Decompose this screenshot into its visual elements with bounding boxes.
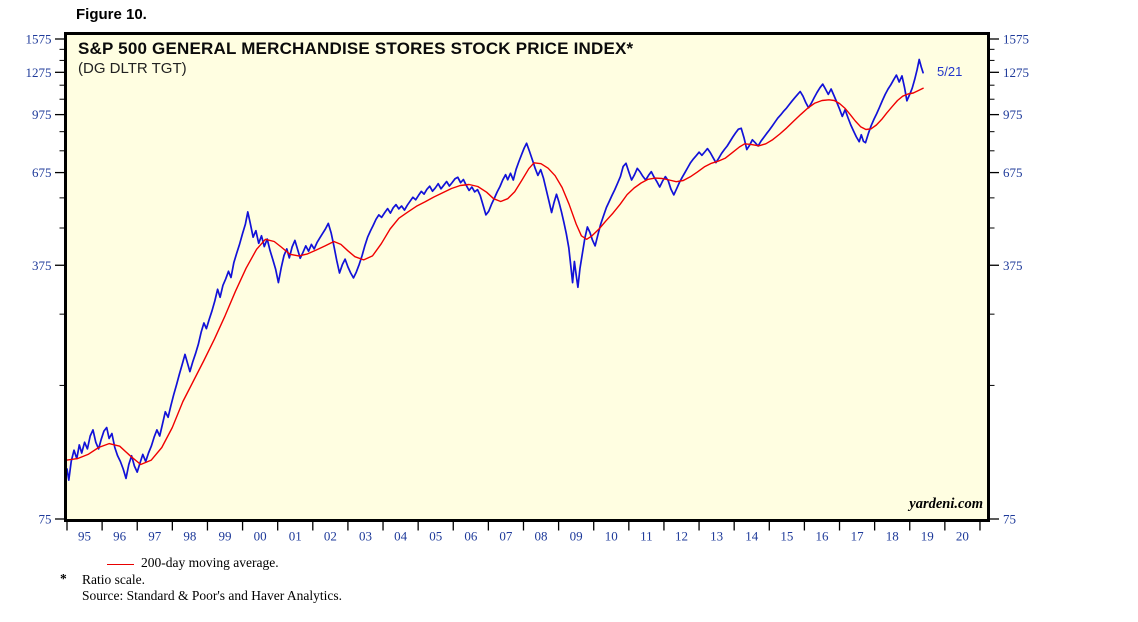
footnote-ratio-scale: Ratio scale. <box>82 572 145 587</box>
x-axis-year-label: 09 <box>570 529 583 544</box>
x-axis-year-label: 95 <box>78 529 91 544</box>
latest-date-label: 5/21 <box>937 64 963 79</box>
chart-subtitle: (DG DLTR TGT) <box>78 60 187 77</box>
x-axis-year-label: 14 <box>745 529 759 544</box>
x-axis-year-label: 05 <box>429 529 442 544</box>
y-axis-label-right: 975 <box>1003 107 1023 122</box>
price-line <box>67 58 924 481</box>
footnote-asterisk: * <box>60 571 67 586</box>
ma-legend-line-swatch <box>107 564 134 565</box>
y-axis-label-right: 675 <box>1003 165 1023 180</box>
x-axis-year-label: 13 <box>710 529 723 544</box>
y-axis-label-right: 75 <box>1003 512 1016 527</box>
y-axis-label-right: 1575 <box>1003 32 1029 47</box>
y-axis-label-left: 975 <box>32 107 52 122</box>
moving-average-line <box>67 87 924 466</box>
x-axis-year-label: 06 <box>464 529 478 544</box>
x-axis-year-label: 03 <box>359 529 372 544</box>
x-axis-year-label: 20 <box>956 529 969 544</box>
x-axis-year-label: 10 <box>605 529 618 544</box>
x-axis-year-label: 17 <box>851 529 865 544</box>
y-axis-label-left: 75 <box>39 512 52 527</box>
x-axis-year-label: 97 <box>148 529 162 544</box>
ma-legend-label: 200-day moving average. <box>141 555 279 570</box>
x-axis-year-label: 18 <box>886 529 899 544</box>
x-axis-year-label: 19 <box>921 529 934 544</box>
chart-frame <box>64 32 990 522</box>
x-axis-year-label: 16 <box>815 529 829 544</box>
x-axis-year-label: 99 <box>219 529 232 544</box>
y-axis-label-left: 1275 <box>26 65 52 80</box>
y-axis-label-left: 375 <box>32 258 52 273</box>
x-axis-year-label: 11 <box>640 529 653 544</box>
figure-label: Figure 10. <box>76 6 147 23</box>
y-axis-label-left: 675 <box>32 165 52 180</box>
x-axis-year-label: 96 <box>113 529 127 544</box>
x-axis-year-label: 00 <box>254 529 267 544</box>
x-axis-year-label: 15 <box>780 529 793 544</box>
footnote-source: Source: Standard & Poor's and Haver Anal… <box>82 588 343 603</box>
watermark-yardeni: yardeni.com <box>909 496 983 512</box>
x-axis-year-label: 12 <box>675 529 688 544</box>
y-axis-label-right: 1275 <box>1003 65 1029 80</box>
x-axis-year-label: 08 <box>535 529 548 544</box>
x-axis-year-label: 02 <box>324 529 337 544</box>
x-axis-year-label: 07 <box>499 529 513 544</box>
chart-title: S&P 500 GENERAL MERCHANDISE STORES STOCK… <box>78 39 634 58</box>
y-axis-label-left: 1575 <box>26 32 52 47</box>
y-axis-label-right: 375 <box>1003 258 1023 273</box>
x-axis-year-label: 98 <box>183 529 196 544</box>
x-axis-year-label: 01 <box>289 529 302 544</box>
x-axis-year-label: 04 <box>394 529 408 544</box>
